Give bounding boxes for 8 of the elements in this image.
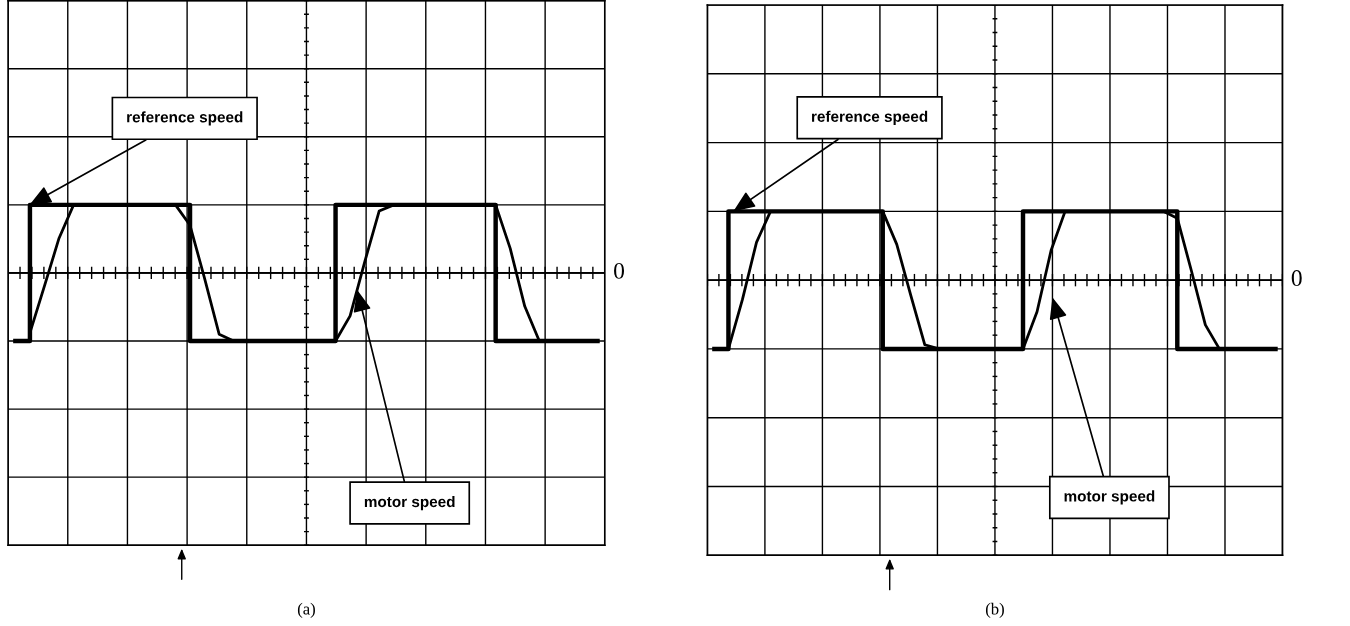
text: motor speed (364, 495, 455, 511)
ref-line-label: 0 (614, 262, 625, 279)
x-axis-title: (a) (297, 602, 315, 618)
text: reference speed (127, 111, 243, 126)
text: reference speed (811, 110, 928, 125)
text: motor speed (1064, 490, 1155, 505)
ref-line-label: 0 (1291, 270, 1302, 287)
x-axis-title: (b) (985, 602, 1004, 618)
